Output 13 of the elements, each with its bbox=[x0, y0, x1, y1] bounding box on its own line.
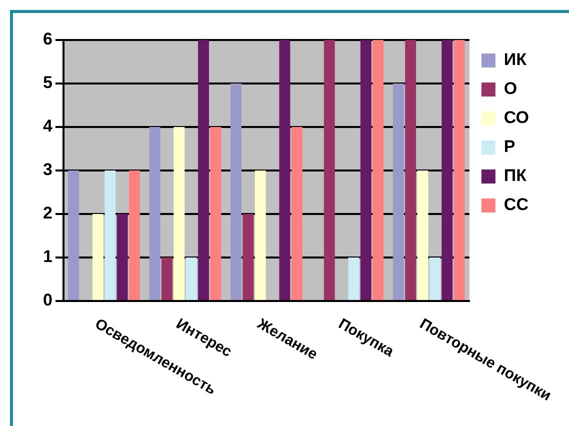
y-tick-label: 6 bbox=[42, 30, 52, 49]
legend-label: ПК bbox=[504, 166, 528, 186]
legend-label: СС bbox=[504, 195, 528, 214]
y-tick-label: 5 bbox=[42, 73, 52, 92]
legend-label: Р bbox=[504, 137, 516, 156]
y-tick-label: 1 bbox=[42, 247, 52, 266]
legend-label: СО bbox=[504, 108, 529, 128]
y-tick-label: 3 bbox=[42, 160, 52, 180]
y-tick-label: 0 bbox=[42, 290, 52, 310]
y-tick-label: 4 bbox=[42, 116, 53, 136]
legend-label: ИК bbox=[504, 50, 528, 70]
legend-label: О bbox=[504, 79, 518, 98]
y-tick-label: 2 bbox=[42, 204, 52, 223]
